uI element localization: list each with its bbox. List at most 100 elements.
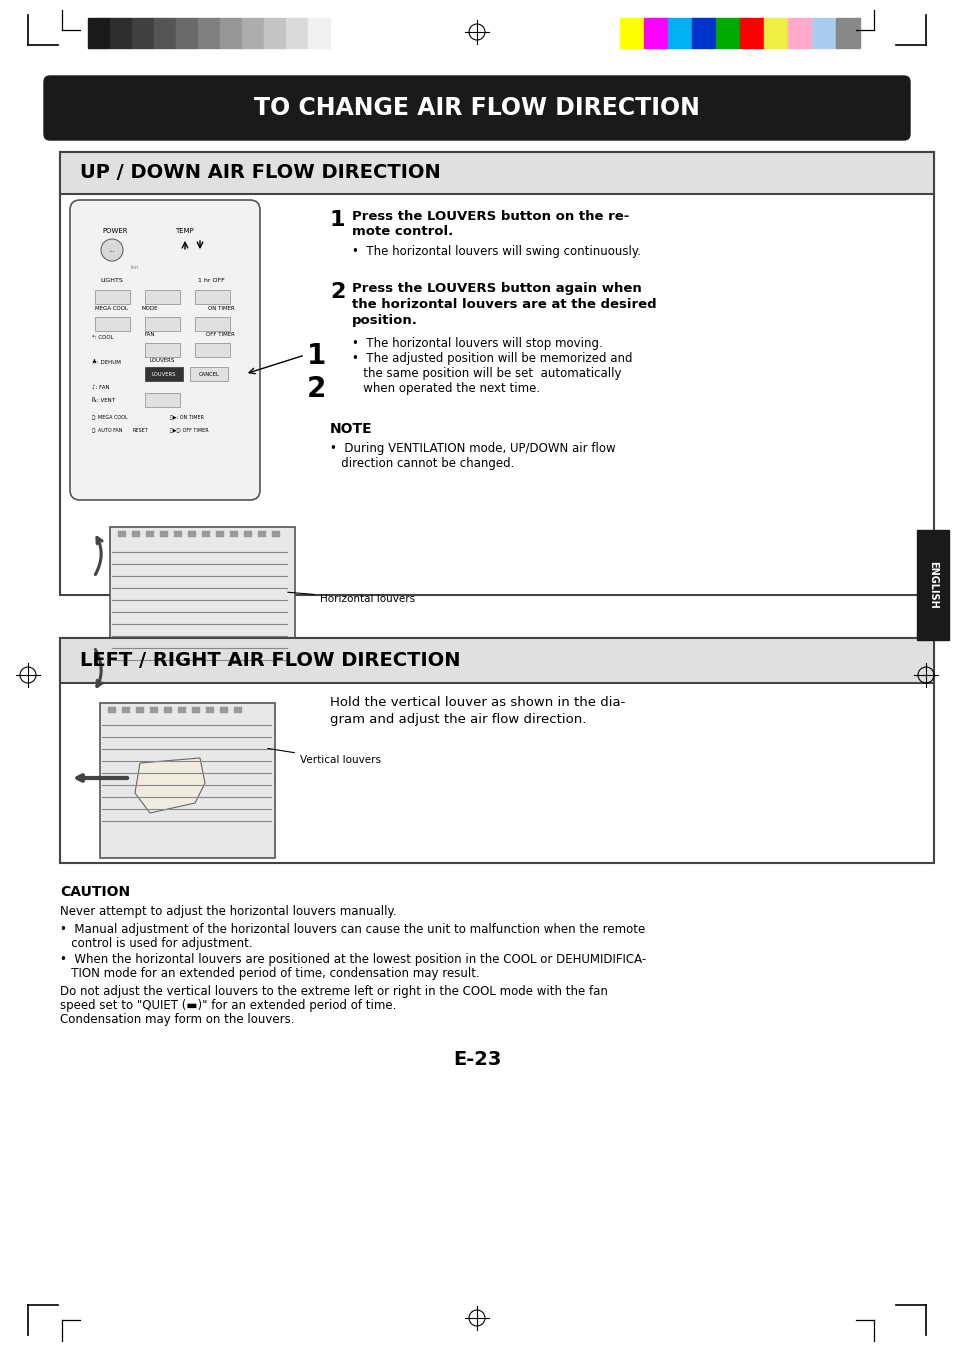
Bar (763, 18, 787, 49)
Bar (233, 707, 242, 713)
Bar (916, 530, 948, 640)
Bar (95, 317, 130, 331)
Bar (835, 18, 859, 49)
Text: ENGLISH: ENGLISH (927, 561, 937, 609)
Bar (150, 707, 158, 713)
Bar (108, 707, 116, 713)
Bar (202, 531, 210, 536)
Bar (667, 18, 691, 49)
Text: Condensation may form on the louvers.: Condensation may form on the louvers. (60, 1013, 294, 1025)
Bar (164, 707, 172, 713)
Bar (100, 703, 274, 858)
Text: Vertical louvers: Vertical louvers (268, 748, 380, 765)
Text: direction cannot be changed.: direction cannot be changed. (330, 457, 514, 470)
Text: *: COOL: *: COOL (91, 335, 113, 340)
Bar (691, 18, 716, 49)
Text: Ion: Ion (131, 265, 139, 270)
Bar (194, 290, 230, 304)
Bar (173, 531, 182, 536)
Bar (145, 317, 180, 331)
Text: Press the LOUVERS button again when: Press the LOUVERS button again when (352, 282, 641, 295)
Bar (88, 18, 110, 49)
Bar (264, 18, 286, 49)
Text: TO CHANGE AIR FLOW DIRECTION: TO CHANGE AIR FLOW DIRECTION (253, 96, 700, 120)
Text: Ⓡ: AUTO FAN: Ⓡ: AUTO FAN (91, 428, 122, 434)
Text: OFF TIMER: OFF TIMER (206, 332, 234, 336)
Polygon shape (135, 758, 205, 813)
Bar (220, 707, 228, 713)
Text: LEFT / RIGHT AIR FLOW DIRECTION: LEFT / RIGHT AIR FLOW DIRECTION (80, 651, 460, 670)
Bar (122, 707, 130, 713)
Text: position.: position. (352, 313, 417, 327)
Text: 2: 2 (330, 282, 345, 303)
Text: 2: 2 (307, 376, 326, 403)
Bar (215, 531, 224, 536)
Text: LOUVERS: LOUVERS (152, 372, 176, 377)
Text: the same position will be set  automatically: the same position will be set automatica… (352, 367, 620, 380)
Text: CAUTION: CAUTION (60, 885, 130, 898)
Bar (60, 153, 933, 195)
Text: Hold the vertical louver as shown in the dia-: Hold the vertical louver as shown in the… (330, 696, 625, 709)
Bar (643, 18, 667, 49)
Bar (145, 393, 180, 407)
Bar (188, 531, 195, 536)
Text: gram and adjust the air flow direction.: gram and adjust the air flow direction. (330, 713, 586, 725)
Text: when operated the next time.: when operated the next time. (352, 382, 539, 394)
Bar (132, 18, 153, 49)
Bar (787, 18, 811, 49)
Bar (244, 531, 252, 536)
Text: 1: 1 (330, 209, 345, 230)
Bar (60, 638, 933, 863)
Bar (95, 290, 130, 304)
Bar (132, 531, 140, 536)
Bar (198, 18, 220, 49)
Bar (145, 343, 180, 357)
Bar (178, 707, 186, 713)
Text: Never attempt to adjust the horizontal louvers manually.: Never attempt to adjust the horizontal l… (60, 905, 396, 917)
Bar (230, 531, 237, 536)
Text: NOTE: NOTE (330, 422, 373, 436)
Text: •  When the horizontal louvers are positioned at the lowest position in the COOL: • When the horizontal louvers are positi… (60, 952, 645, 966)
Bar (206, 707, 213, 713)
Text: ♣: DEHUM: ♣: DEHUM (91, 359, 121, 365)
Bar (242, 18, 264, 49)
Text: Ⓜ: MEGA COOL: Ⓜ: MEGA COOL (91, 415, 128, 420)
Bar (619, 18, 643, 49)
Text: ON TIMER: ON TIMER (208, 305, 234, 311)
Text: the horizontal louvers are at the desired: the horizontal louvers are at the desire… (352, 299, 656, 311)
Bar (811, 18, 835, 49)
Text: speed set to "QUIET (▬)" for an extended period of time.: speed set to "QUIET (▬)" for an extended… (60, 998, 395, 1012)
Text: E-23: E-23 (453, 1050, 500, 1069)
Text: LOUVERS: LOUVERS (150, 358, 175, 363)
FancyBboxPatch shape (44, 76, 909, 141)
Text: UP / DOWN AIR FLOW DIRECTION: UP / DOWN AIR FLOW DIRECTION (80, 163, 440, 182)
Bar (118, 531, 126, 536)
Text: MODE: MODE (142, 305, 158, 311)
Text: ...: ... (109, 247, 115, 253)
Bar (286, 18, 308, 49)
FancyBboxPatch shape (70, 200, 260, 500)
Bar (192, 707, 200, 713)
Text: CANCEL: CANCEL (198, 372, 219, 377)
Bar (136, 707, 144, 713)
Bar (220, 18, 242, 49)
Bar (175, 18, 198, 49)
Text: Press the LOUVERS button on the re-: Press the LOUVERS button on the re- (352, 209, 629, 223)
Text: FAN: FAN (145, 332, 155, 336)
Bar (257, 531, 266, 536)
Bar (716, 18, 740, 49)
Bar (146, 531, 153, 536)
Text: Do not adjust the vertical louvers to the extreme left or right in the COOL mode: Do not adjust the vertical louvers to th… (60, 985, 607, 998)
Bar (110, 527, 294, 697)
Text: TION mode for an extended period of time, condensation may result.: TION mode for an extended period of time… (60, 967, 479, 979)
Text: 1: 1 (307, 342, 326, 370)
Text: Horizontal louvers: Horizontal louvers (288, 592, 415, 604)
Text: •  The adjusted position will be memorized and: • The adjusted position will be memorize… (352, 353, 632, 365)
Text: ℞: VENT: ℞: VENT (91, 399, 115, 403)
Circle shape (101, 239, 123, 261)
Text: LIGHTS: LIGHTS (100, 278, 123, 282)
Bar (110, 18, 132, 49)
Text: •  The horizontal louvers will stop moving.: • The horizontal louvers will stop movin… (352, 336, 602, 350)
Bar (272, 531, 280, 536)
Bar (740, 18, 763, 49)
